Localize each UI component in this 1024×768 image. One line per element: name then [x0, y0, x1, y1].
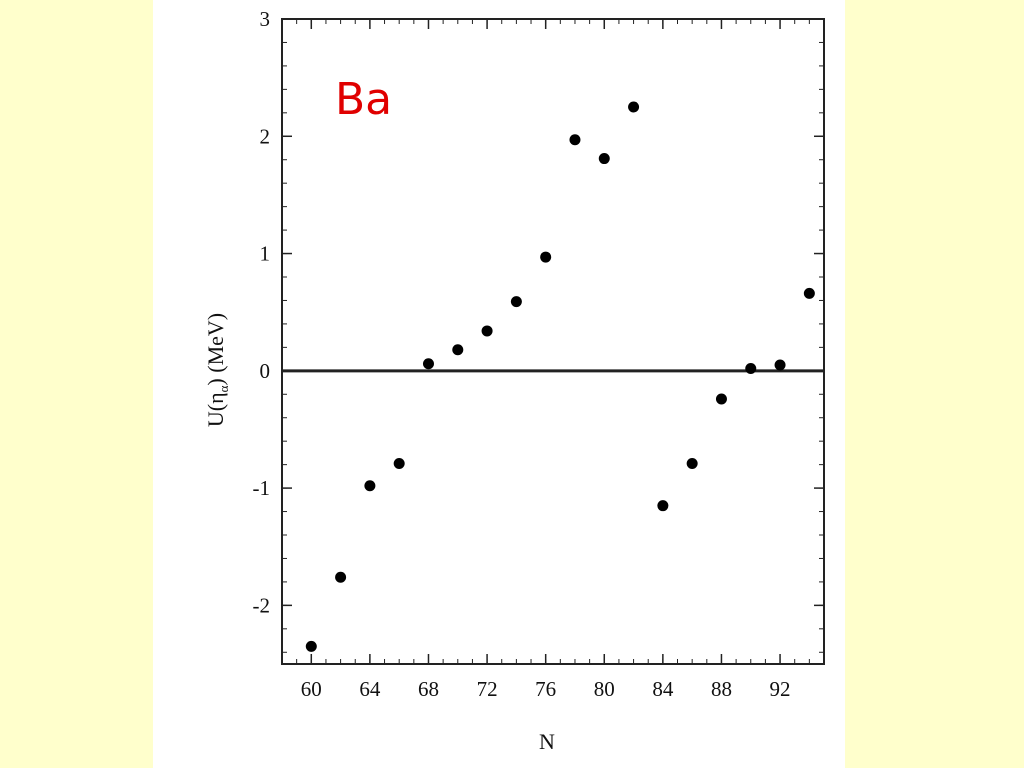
y-axis-title-tail: ) (MeV)	[203, 313, 228, 386]
data-point	[364, 480, 376, 492]
data-point	[510, 296, 522, 308]
y-tick-label: 0	[260, 359, 271, 383]
tick-labels: 60 64 68 72 76 80 84 88 92 -2 -1 0 1 2 3	[253, 7, 791, 701]
y-axis-title-main: U(η	[203, 392, 228, 427]
data-point	[774, 359, 786, 371]
x-tick-label: 64	[359, 677, 381, 701]
y-tick-label: -2	[253, 593, 271, 617]
scatter-chart: 60 64 68 72 76 80 84 88 92 -2 -1 0 1 2 3 Ba N U(ηα) (M…	[203, 7, 825, 754]
data-point	[540, 251, 552, 263]
data-point	[803, 287, 815, 299]
plot-frame	[281, 18, 825, 665]
data-point	[305, 640, 317, 652]
slide-panel: 60 64 68 72 76 80 84 88 92 -2 -1 0 1 2 3 Ba N U(ηα) (M…	[153, 0, 845, 768]
y-tick-label: 2	[260, 124, 271, 148]
data-point	[657, 500, 669, 512]
data-points	[305, 101, 815, 652]
x-axis-title: N	[539, 729, 555, 754]
x-tick-label: 68	[418, 677, 439, 701]
data-point	[393, 457, 405, 469]
data-point	[569, 134, 581, 146]
y-tick-label: -1	[253, 476, 271, 500]
data-point	[481, 325, 493, 337]
y-axis-title: U(ηα) (MeV)	[203, 313, 231, 427]
data-point	[335, 571, 347, 583]
x-tick-label: 72	[477, 677, 498, 701]
data-point	[598, 153, 610, 165]
data-point	[422, 358, 434, 370]
data-point	[452, 344, 464, 356]
x-tick-label: 80	[594, 677, 615, 701]
element-label: Ba	[335, 74, 392, 125]
y-tick-label: 1	[260, 242, 271, 266]
data-point	[745, 362, 757, 374]
data-point	[628, 101, 640, 113]
x-tick-label: 92	[770, 677, 791, 701]
y-axis-title-subscript: α	[216, 385, 231, 392]
x-tick-label: 84	[652, 677, 674, 701]
x-tick-label: 60	[301, 677, 322, 701]
data-point	[686, 457, 698, 469]
data-point	[715, 393, 727, 405]
x-tick-label: 88	[711, 677, 732, 701]
y-tick-label: 3	[260, 7, 271, 31]
x-tick-label: 76	[535, 677, 556, 701]
